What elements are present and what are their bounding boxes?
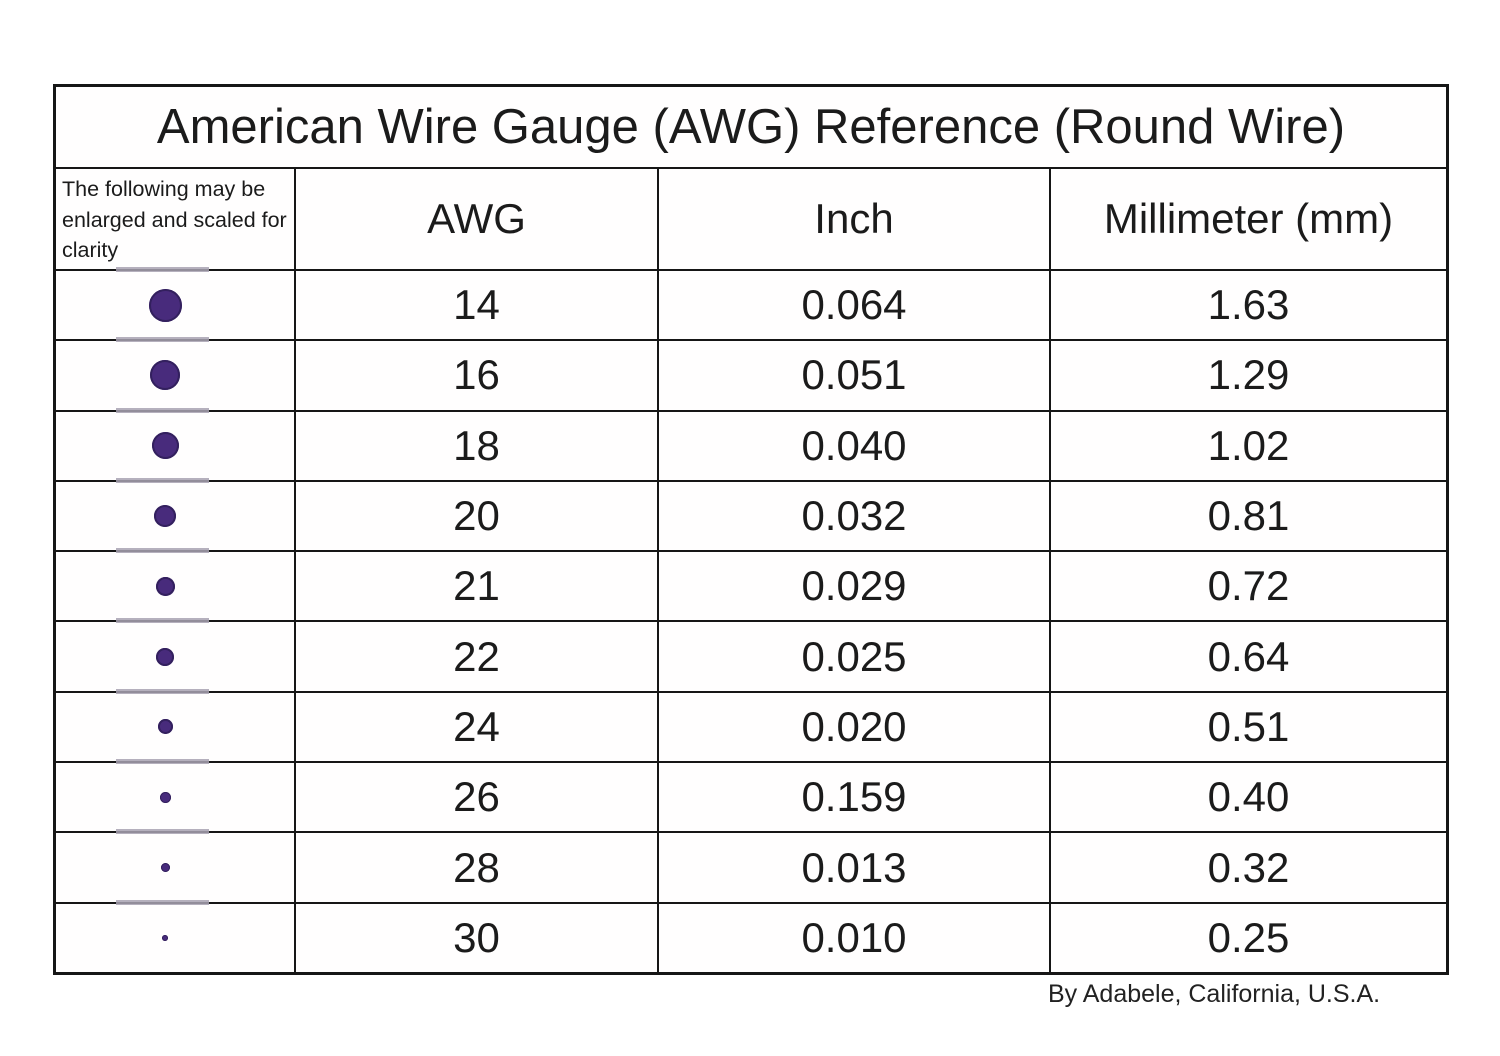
wire-gauge-dot — [150, 360, 180, 391]
table-row: 30 0.010 0.25 — [56, 899, 1446, 972]
mm-value: 0.25 — [1207, 913, 1290, 961]
row-divider-highlight — [116, 899, 209, 905]
inch-value: 0.159 — [659, 763, 1051, 832]
wire-gauge-dot — [160, 863, 170, 873]
mm-value: 1.63 — [1207, 281, 1290, 329]
wire-size-illustration-cell — [56, 899, 296, 972]
table-row: 14 0.064 1.63 — [56, 267, 1446, 342]
mm-value: 0.72 — [1207, 562, 1290, 610]
wire-gauge-dot — [156, 647, 174, 666]
mm-value: 1.02 — [1207, 421, 1290, 469]
row-divider-highlight — [116, 477, 209, 483]
awg-reference-table: American Wire Gauge (AWG) Reference (Rou… — [53, 84, 1449, 975]
awg-value: 14 — [296, 271, 659, 340]
wire-gauge-dot — [148, 288, 182, 322]
attribution-text: By Adabele, California, U.S.A. — [1048, 980, 1381, 1008]
table-row: 18 0.040 1.02 — [56, 407, 1446, 482]
row-divider-highlight — [116, 688, 209, 694]
wire-size-illustration-cell — [56, 477, 296, 551]
awg-value: 21 — [296, 552, 659, 621]
scaling-note: The following may be enlarged and scaled… — [56, 169, 296, 269]
inch-value: 0.064 — [659, 271, 1051, 340]
table-row: 21 0.029 0.72 — [56, 548, 1446, 623]
table-row: 20 0.032 0.81 — [56, 477, 1446, 553]
awg-value: 24 — [296, 692, 659, 762]
wire-size-illustration-cell — [56, 337, 296, 410]
table-row: 22 0.025 0.64 — [56, 618, 1446, 693]
inch-value: 0.010 — [659, 903, 1051, 972]
table-header-row: The following may be enlarged and scaled… — [56, 169, 1446, 271]
mm-value: 0.40 — [1207, 773, 1290, 821]
awg-value: 18 — [296, 411, 659, 480]
row-divider-highlight — [116, 267, 209, 272]
awg-value: 22 — [296, 622, 659, 691]
wire-gauge-dot — [159, 791, 171, 803]
wire-gauge-dot — [157, 719, 173, 735]
row-divider-highlight — [116, 618, 209, 624]
awg-value: 26 — [296, 763, 659, 832]
mm-value: 1.29 — [1207, 351, 1290, 399]
table-title-row: American Wire Gauge (AWG) Reference (Rou… — [56, 87, 1446, 169]
wire-size-illustration-cell — [56, 618, 296, 691]
wire-gauge-dot — [151, 432, 179, 460]
wire-gauge-dot — [162, 934, 168, 941]
wire-size-illustration-cell — [56, 267, 296, 340]
column-header-millimeter: Millimeter (mm) — [1103, 195, 1394, 242]
table-row: 16 0.051 1.29 — [56, 337, 1446, 412]
mm-value: 0.81 — [1207, 492, 1290, 540]
inch-value: 0.032 — [659, 481, 1051, 551]
table-body: 14 0.064 1.63 16 0.051 1.29 18 0.040 1.02 20 0.032… — [56, 267, 1446, 972]
wire-gauge-dot — [154, 505, 176, 528]
inch-value: 0.020 — [659, 692, 1051, 762]
awg-value: 16 — [296, 341, 659, 410]
inch-value: 0.029 — [659, 552, 1051, 621]
mm-value: 0.51 — [1207, 702, 1290, 750]
inch-value: 0.040 — [659, 411, 1051, 480]
column-header-awg: AWG — [296, 169, 659, 269]
table-row: 28 0.013 0.32 — [56, 829, 1446, 904]
wire-gauge-dot — [155, 576, 175, 596]
row-divider-highlight — [116, 337, 209, 343]
inch-value: 0.025 — [659, 622, 1051, 691]
wire-size-illustration-cell — [56, 548, 296, 621]
inch-value: 0.013 — [659, 833, 1051, 902]
wire-size-illustration-cell — [56, 759, 296, 832]
awg-value: 28 — [296, 833, 659, 902]
inch-value: 0.051 — [659, 341, 1051, 410]
column-header-inch: Inch — [659, 169, 1051, 269]
table-title: American Wire Gauge (AWG) Reference (Rou… — [156, 100, 1346, 154]
row-divider-highlight — [116, 407, 209, 413]
wire-size-illustration-cell — [56, 829, 296, 902]
row-divider-highlight — [116, 548, 209, 554]
awg-value: 20 — [296, 481, 659, 551]
awg-value: 30 — [296, 903, 659, 972]
row-divider-highlight — [116, 829, 209, 835]
wire-size-illustration-cell — [56, 407, 296, 480]
mm-value: 0.32 — [1207, 843, 1290, 891]
table-row: 26 0.159 0.40 — [56, 759, 1446, 834]
row-divider-highlight — [116, 759, 209, 765]
table-row: 24 0.020 0.51 — [56, 688, 1446, 764]
wire-size-illustration-cell — [56, 688, 296, 762]
mm-value: 0.64 — [1207, 632, 1290, 680]
